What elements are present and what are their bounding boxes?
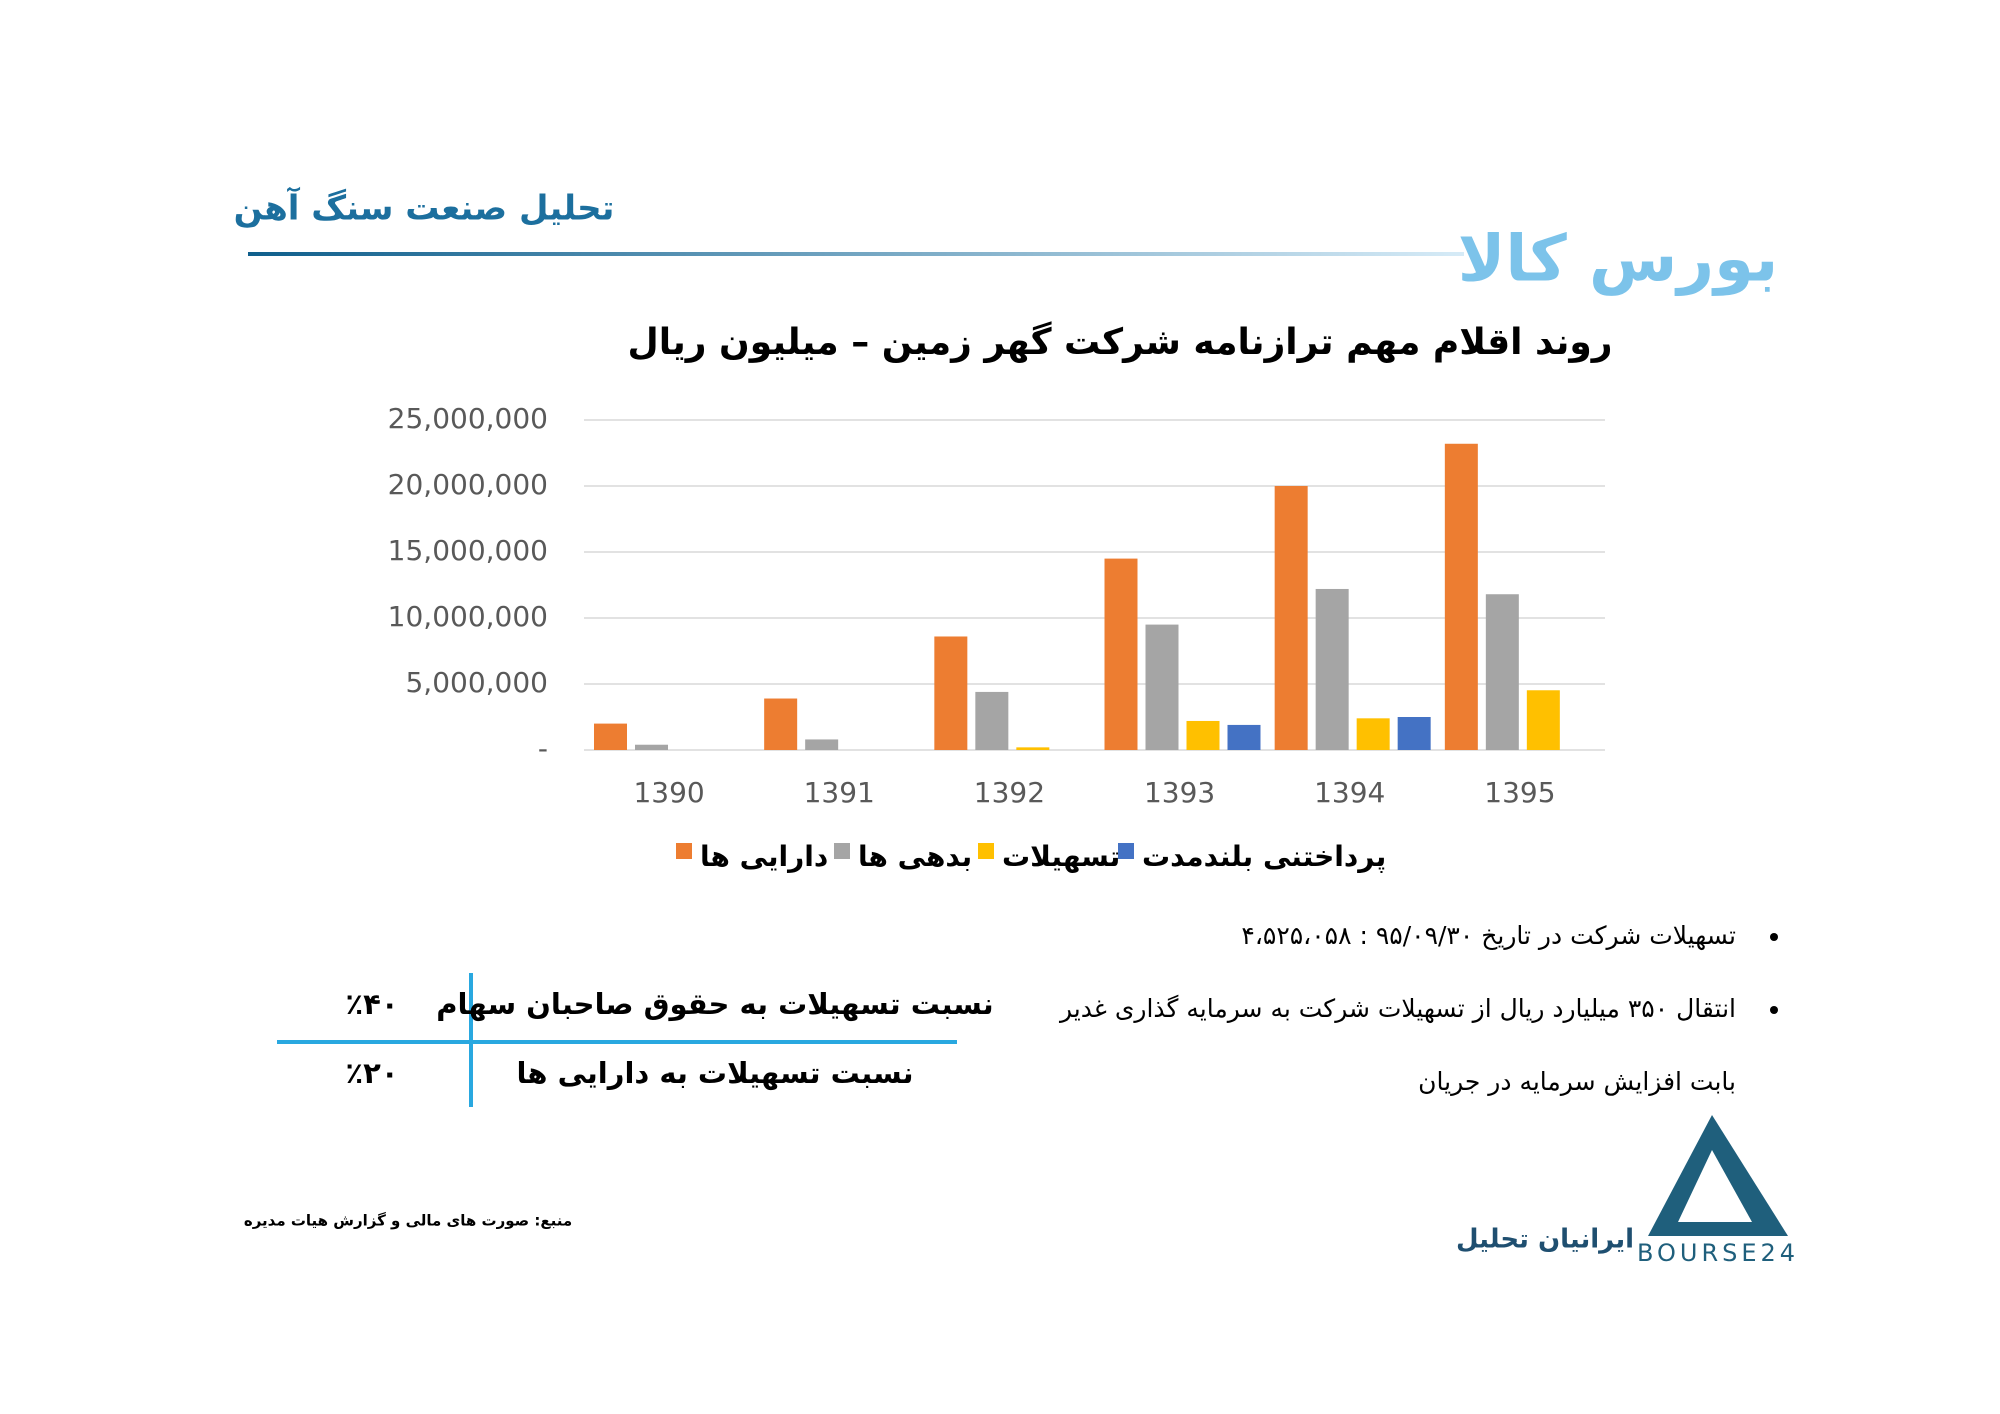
bar — [1274, 486, 1308, 750]
legend-label: تسهیلات — [1002, 840, 1120, 873]
bar — [1145, 624, 1179, 750]
bar — [1526, 690, 1560, 750]
legend-swatch — [978, 843, 994, 859]
legend-swatch — [834, 843, 850, 859]
logo-mark: BOURSE24 — [1637, 1239, 1799, 1267]
bar — [1315, 588, 1349, 750]
x-tick-label: 1394 — [1314, 776, 1385, 809]
legend-label: پرداختنی بلندمدت — [1142, 840, 1386, 873]
x-tick-label: 1395 — [1484, 776, 1555, 809]
bullets: تسهیلات شرکت در تاریخ ۹۵/۰۹/۳۰ : ۴،۵۲۵،۰… — [1058, 921, 1778, 1096]
legend-label: دارایی ها — [700, 840, 828, 873]
bullet-text: انتقال ۳۵۰ میلیارد ریال از تسهیلات شرکت … — [1058, 994, 1736, 1024]
chart-title: روند اقلام مهم ترازنامه شرکت گهر زمین – … — [628, 321, 1613, 363]
y-tick-label: 5,000,000 — [405, 666, 548, 699]
source: منبع: صورت های مالی و گزارش هیات مدیره — [244, 1212, 572, 1230]
y-tick-label: - — [538, 732, 548, 765]
bar — [635, 744, 668, 750]
bar — [934, 636, 968, 750]
bullet-dot — [1770, 1006, 1778, 1014]
bullet-dot — [1770, 933, 1778, 941]
bar — [1485, 594, 1519, 750]
table: نسبت تسهیلات به حقوق صاحبان سهام ٪۴۰ نسبت … — [345, 987, 993, 1090]
legend-label: بدهی ها — [858, 840, 972, 873]
x-tick-label: 1392 — [974, 776, 1045, 809]
bullet-text: بابت افزایش سرمایه در جریان — [1418, 1067, 1736, 1096]
legend-swatch — [676, 843, 692, 859]
bar — [1356, 718, 1390, 750]
bar — [1397, 717, 1431, 750]
row-label: نسبت تسهیلات به دارایی ها — [516, 1056, 913, 1090]
bar — [1104, 558, 1138, 750]
logo-name: ایرانیان تحلیل — [1456, 1225, 1634, 1255]
bar — [594, 723, 627, 750]
bar — [1186, 720, 1220, 750]
legend-swatch — [1118, 843, 1134, 859]
header-title: تحلیل صنعت سنگ آهن — [234, 187, 615, 229]
bullet-text: تسهیلات شرکت در تاریخ ۹۵/۰۹/۳۰ : ۴،۵۲۵،۰… — [1241, 921, 1736, 951]
y-tick-label: 20,000,000 — [388, 468, 548, 501]
bar — [975, 691, 1009, 750]
row-value: ٪۲۰ — [345, 1056, 398, 1090]
logo-shape — [1678, 1150, 1752, 1222]
row-label: نسبت تسهیلات به حقوق صاحبان سهام — [436, 987, 993, 1021]
row-value: ٪۴۰ — [345, 987, 398, 1021]
chart: - 5,000,000 10,000,000 15,000,000 20,000,000… — [388, 402, 1605, 873]
bar — [764, 698, 798, 750]
x-tick-label: 1391 — [804, 776, 875, 809]
brand: بورس کالا — [1458, 223, 1779, 297]
y-tick-label: 10,000,000 — [388, 600, 548, 633]
y-tick-label: 25,000,000 — [388, 402, 548, 435]
x-tick-label: 1390 — [633, 776, 704, 809]
x-tick-label: 1393 — [1144, 776, 1215, 809]
bar — [1444, 443, 1478, 750]
bar — [1227, 724, 1261, 750]
header-rule — [248, 252, 1464, 256]
bar — [805, 739, 839, 750]
y-tick-label: 15,000,000 — [388, 534, 548, 567]
bar — [1016, 747, 1050, 750]
